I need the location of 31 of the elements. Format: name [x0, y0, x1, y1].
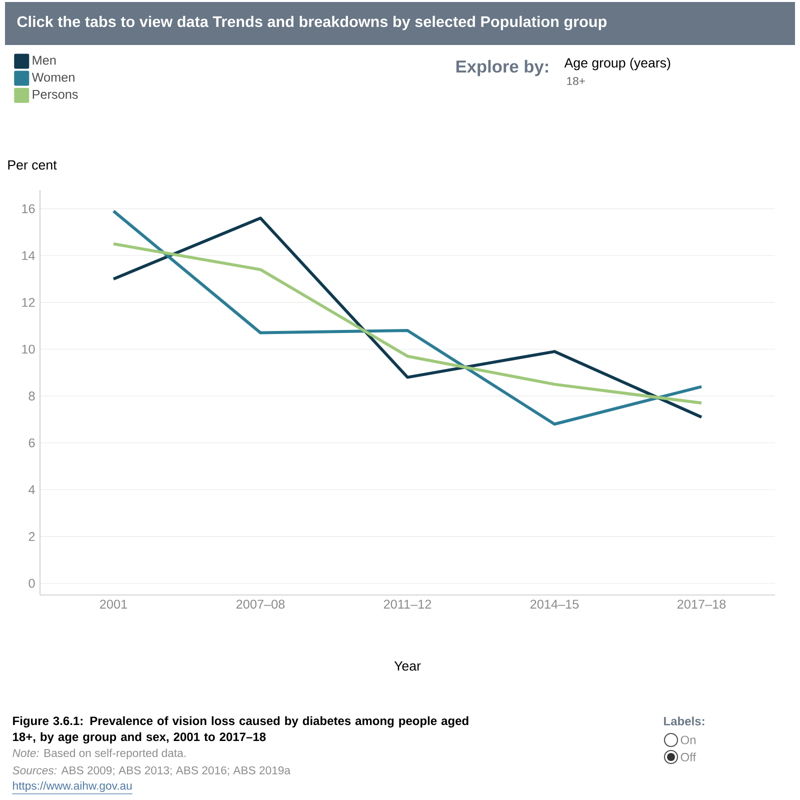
legend-label: Women: [32, 72, 74, 82]
y-tick-label: 14: [22, 251, 35, 260]
text: Off: [680, 752, 696, 762]
text: On: [680, 736, 696, 744]
x-tick-label: 2017–18: [677, 600, 726, 609]
text: Age group (years): [564, 58, 670, 70]
text: Sources: ABS 2009; ABS 2013; ABS 2016; ABS 2019a: [12, 766, 290, 776]
caption: Figure 3.6.1: Prevalence of vision loss caused by diabetes among people aged 18+, by age group and sex, 2001 to 2017–18: [13, 716, 468, 744]
y-tick-label: 2: [28, 532, 35, 541]
y-tick-label: 4: [28, 485, 35, 494]
y-tick-label: 6: [28, 438, 35, 448]
x-tick-label: 2014–15: [530, 600, 579, 609]
y-tick-label: 10: [22, 344, 35, 354]
text: Note: Based on self-reported data.: [12, 748, 186, 760]
line-series: [112, 242, 704, 405]
text: 18+: [567, 77, 585, 86]
y-tick-label: 0: [28, 578, 35, 588]
y-tick-label: 8: [28, 392, 35, 401]
x-axis-title: Year: [394, 661, 421, 671]
text: Explore by:: [456, 60, 548, 76]
chart-title: Click the tabs to view data Trends and breakdowns by selected Population group: [17, 16, 607, 30]
text: Labels:: [664, 716, 704, 726]
x-tick-label: 2001: [100, 600, 127, 609]
y-tick-label: 16: [22, 204, 35, 214]
text: https://www.aihw.gov.au: [13, 781, 132, 792]
y-axis-title: Per cent: [8, 160, 57, 170]
x-tick-label: 2011–12: [384, 600, 432, 609]
legend-label: Men: [32, 56, 56, 65]
y-tick-label: 12: [22, 298, 35, 307]
x-tick-label: 2007–08: [236, 600, 285, 609]
legend-label: Persons: [32, 90, 78, 99]
